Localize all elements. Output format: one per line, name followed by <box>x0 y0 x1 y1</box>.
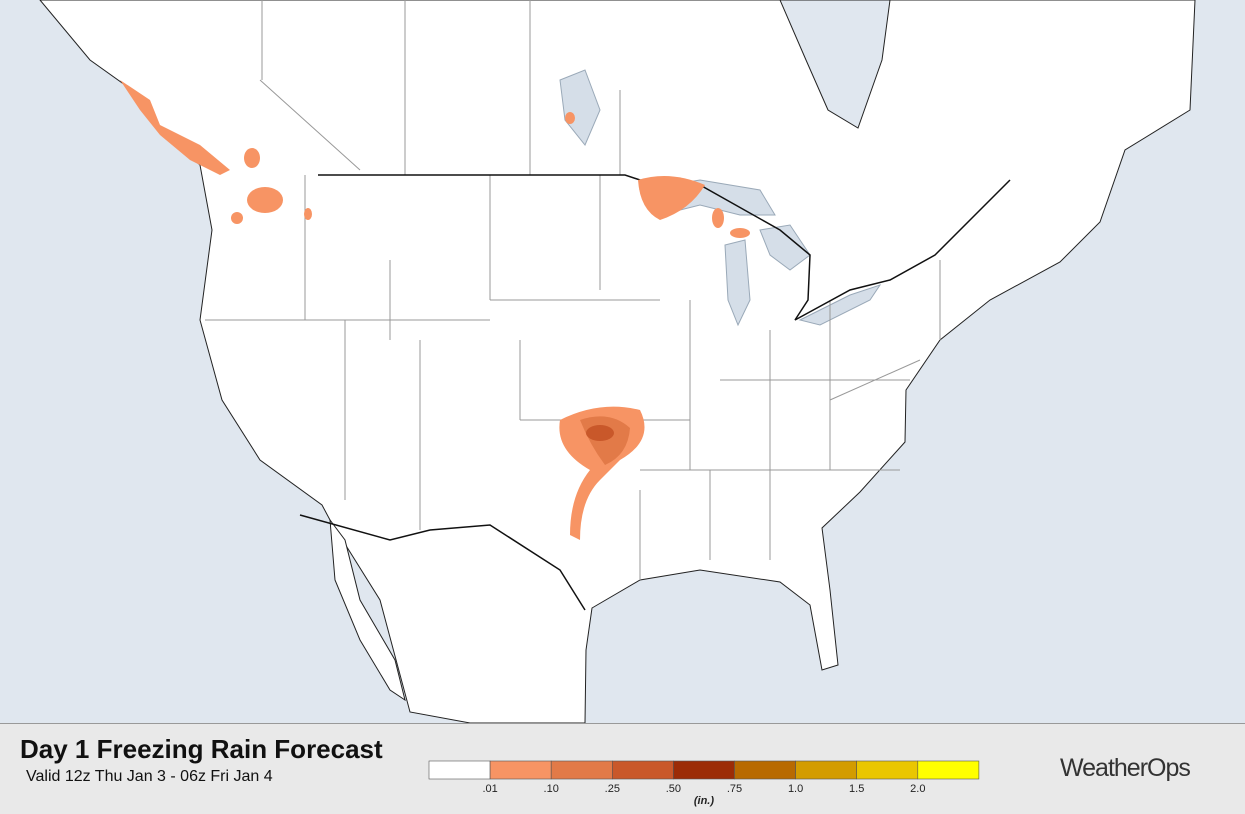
legend-swatch <box>428 760 491 780</box>
footer: Day 1 Freezing Rain Forecast Valid 12z T… <box>0 723 1245 814</box>
brand: WeatherOps <box>1060 754 1191 782</box>
legend-swatch <box>734 760 796 780</box>
legend-swatch <box>611 760 674 780</box>
hudson-bay <box>779 0 891 129</box>
legend-swatch <box>917 760 980 780</box>
legend-label: 1.0 <box>788 783 803 795</box>
legend-swatch <box>673 760 735 780</box>
legend-swatch <box>856 760 919 780</box>
country-border <box>299 174 1011 611</box>
legend-label: .10 <box>544 783 559 795</box>
map-title: Day 1 Freezing Rain Forecast <box>20 734 383 764</box>
legend-swatch <box>489 760 552 780</box>
legend-label: 2.0 <box>910 783 925 795</box>
legend-label: .75 <box>727 783 742 795</box>
legend: .01 .10 .25 .50 .75 1.0 1.5 2.0 (in.) <box>428 760 980 807</box>
freezing-rain-areas <box>120 80 750 540</box>
mexico-peninsula <box>329 518 406 702</box>
legend-label: .25 <box>605 783 620 795</box>
legend-label: .50 <box>666 783 681 795</box>
legend-unit: (in.) <box>694 795 714 807</box>
map <box>39 0 1196 723</box>
land <box>39 0 1196 723</box>
legend-label: .01 <box>482 783 497 795</box>
borders <box>205 0 941 580</box>
legend-swatch <box>795 760 857 780</box>
map-subtitle: Valid 12z Thu Jan 3 - 06z Fri Jan 4 <box>26 768 273 785</box>
legend-swatch <box>550 760 613 780</box>
legend-label: 1.5 <box>849 783 864 795</box>
